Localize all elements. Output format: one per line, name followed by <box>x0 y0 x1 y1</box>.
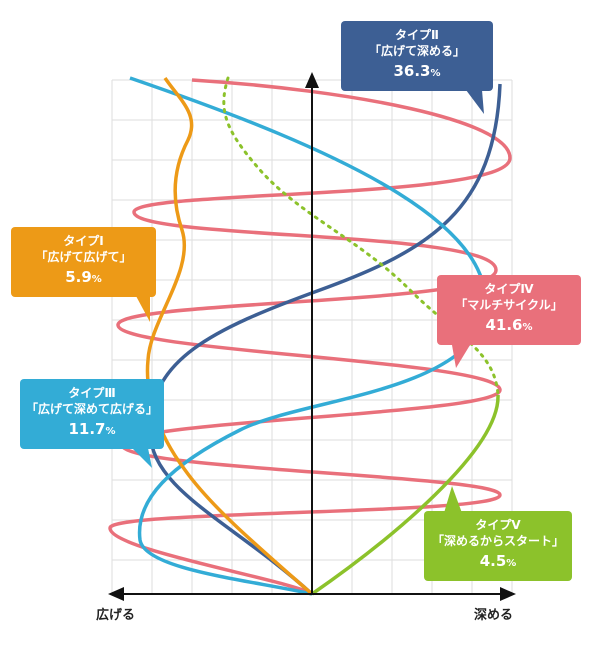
type1-description: 「広げて広げて」 <box>35 250 132 265</box>
type5-curve-solid <box>311 394 500 596</box>
type4-curve <box>108 78 512 596</box>
type5-pointer <box>444 486 462 513</box>
type3-percentage: 11.7% <box>68 420 116 439</box>
type2-description: 「広げて深める」 <box>368 44 465 59</box>
type5-percentage: 4.5% <box>479 552 517 571</box>
type3-pointer <box>132 448 152 468</box>
vertical-axis-arrow <box>305 72 319 88</box>
type3-callout: タイプⅢ 「広げて深めて広げる」 11.7% <box>20 379 164 449</box>
type2-pointer <box>466 90 484 114</box>
type4-description: 「マルチサイクル」 <box>455 298 563 313</box>
type3-curve <box>129 76 488 596</box>
type2-name: タイプⅡ <box>395 28 439 42</box>
axis-label-deepen: 深める <box>474 608 514 623</box>
type5-name: タイプⅤ <box>475 518 521 532</box>
right-axis-arrow <box>500 587 516 601</box>
type4-percentage: 41.6% <box>485 316 533 335</box>
type4-callout: タイプⅣ 「マルチサイクル」 41.6% <box>437 275 581 345</box>
type3-name: タイプⅢ <box>68 386 116 400</box>
type5-callout: タイプⅤ 「深めるからスタート」 4.5% <box>424 511 572 581</box>
axis-label-broaden: 広げる <box>96 608 136 623</box>
type2-curve <box>148 83 502 596</box>
type5-description: 「深めるからスタート」 <box>431 534 564 549</box>
type4-name: タイプⅣ <box>484 282 534 296</box>
type2-callout: タイプⅡ 「広げて深める」 36.3% <box>341 21 493 91</box>
type1-name: タイプⅠ <box>63 234 104 248</box>
type4-pointer <box>452 345 470 368</box>
left-axis-arrow <box>108 587 124 601</box>
type3-description: 「広げて深めて広げる」 <box>25 402 158 417</box>
type1-callout: タイプⅠ 「広げて広げて」 5.9% <box>11 227 156 297</box>
type1-percentage: 5.9% <box>65 268 102 287</box>
type2-percentage: 36.3% <box>393 62 441 81</box>
type1-curve <box>145 77 314 596</box>
type1-pointer <box>136 296 150 322</box>
